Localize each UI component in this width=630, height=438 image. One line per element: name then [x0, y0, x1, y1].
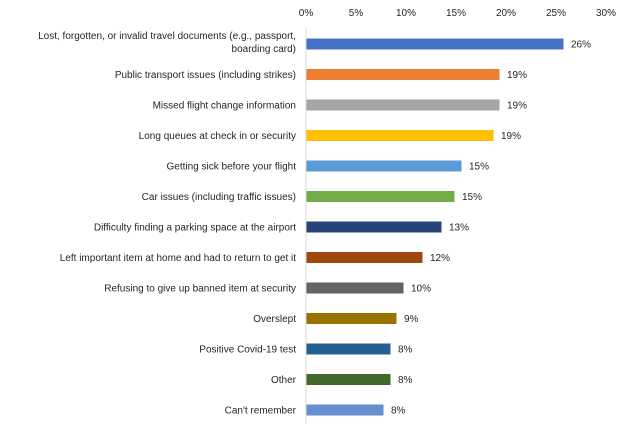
bar: [306, 313, 397, 324]
data-label: 10%: [411, 284, 431, 295]
category-label: Lost, forgotten, or invalid travel docum…: [38, 31, 296, 55]
data-label: 13%: [449, 223, 469, 234]
bar: [306, 160, 462, 172]
data-label: 19%: [507, 70, 527, 81]
x-tick-label: 10%: [396, 8, 416, 19]
category-label: Getting sick before your flight: [166, 162, 296, 173]
bar: [306, 130, 494, 141]
x-tick-label: 25%: [546, 8, 566, 19]
category-label: Positive Covid-19 test: [199, 345, 296, 356]
x-tick-label: 15%: [446, 8, 466, 19]
bar: [306, 221, 442, 233]
category-label: Left important item at home and had to r…: [60, 253, 296, 264]
x-tick-label: 0%: [299, 8, 314, 19]
bar: [306, 282, 404, 294]
data-label: 15%: [462, 192, 482, 203]
category-label: Overslept: [253, 314, 296, 325]
bar: [306, 404, 384, 416]
bar: [306, 374, 391, 385]
data-label: 9%: [404, 314, 419, 325]
bar: [306, 69, 500, 80]
data-label: 12%: [430, 253, 450, 264]
x-tick-label: 30%: [596, 8, 616, 19]
category-label: Long queues at check in or security: [139, 131, 296, 142]
bar: [306, 99, 500, 111]
bar: [306, 343, 391, 355]
bar: [306, 191, 455, 202]
x-tick-label: 5%: [349, 8, 364, 19]
bar: [306, 252, 423, 263]
data-label: 8%: [391, 406, 406, 417]
data-labels: 26% 19% 19% 19% 15% 15% 13% 12% 10% 9% 8% 8% 8%: [391, 40, 591, 417]
data-label: 19%: [501, 131, 521, 142]
data-label: 26%: [571, 40, 591, 51]
bar: [306, 38, 564, 50]
x-axis: 0% 5% 10% 15% 20% 25% 30%: [299, 8, 616, 19]
data-label: 15%: [469, 162, 489, 173]
category-label: Other: [271, 375, 297, 386]
category-label: Public transport issues (including strik…: [115, 70, 296, 81]
data-label: 8%: [398, 345, 413, 356]
category-label: Can't remember: [225, 406, 297, 417]
x-tick-label: 20%: [496, 8, 516, 19]
bars: [306, 38, 564, 416]
data-label: 19%: [507, 101, 527, 112]
data-label: 8%: [398, 375, 413, 386]
category-labels: Lost, forgotten, or invalid travel docum…: [38, 31, 297, 417]
category-label: Car issues (including traffic issues): [142, 192, 296, 203]
category-label: Refusing to give up banned item at secur…: [104, 284, 296, 295]
category-label: Missed flight change information: [153, 101, 296, 112]
category-label: Difficulty finding a parking space at th…: [94, 223, 296, 234]
